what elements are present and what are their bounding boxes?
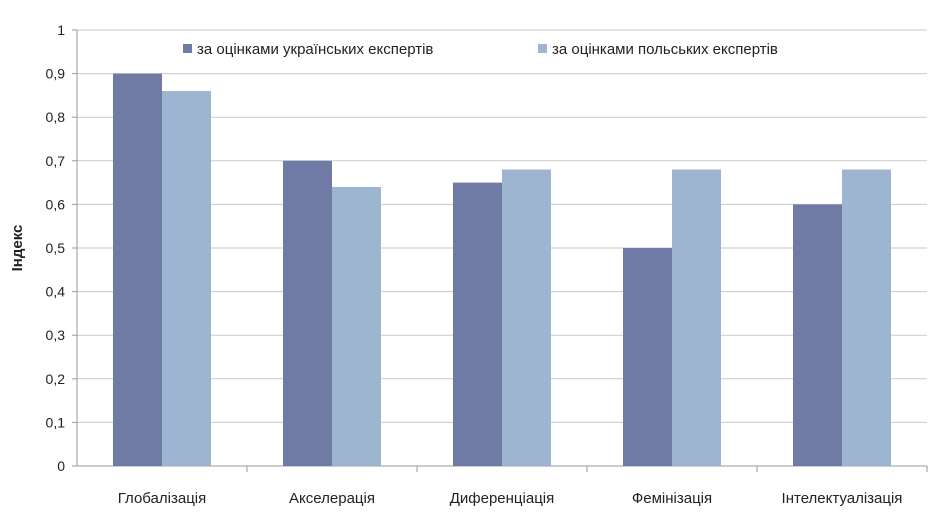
x-tick-label: Глобалізація [118,490,206,507]
y-tick-label: 0,2 [46,371,66,387]
bar-polish-5 [842,169,891,466]
x-tick-label: Диференціація [450,490,555,507]
y-axis-title: Індекс [9,225,26,272]
x-tick-label: Акселерація [289,490,375,507]
y-tick-label: 0,6 [46,196,66,212]
bar-ukrainian-4 [623,248,672,466]
bar-polish-3 [502,169,551,466]
y-tick-label: 0,4 [46,284,66,300]
x-tick-label: Фемінізація [632,490,712,507]
legend-item: за оцінками польських експертів [538,41,778,58]
bar-polish-2 [332,186,381,466]
x-tick-label: Інтелектуалізація [782,490,903,507]
bar-polish-1 [162,91,211,466]
bar-polish-4 [672,169,721,466]
y-tick-label: 0,8 [46,109,66,125]
bar-ukrainian-2 [283,160,332,467]
y-tick-label: 0,5 [46,240,66,256]
y-tick-label: 0 [57,458,65,474]
legend-label: за оцінками польських експертів [552,41,778,58]
legend-swatch [183,44,192,53]
legend-swatch [538,44,547,53]
y-axis-ticks: 0 0,1 0,2 0,3 0,4 0,5 0,6 0,7 0,8 0,9 1 [46,22,78,474]
legend-item: за оцінками українських експертів [183,41,433,58]
y-tick-label: 1 [57,22,65,38]
y-tick-label: 0,1 [46,414,66,430]
legend: за оцінками українських експертів за оцін… [183,41,778,58]
x-axis: Глобалізація Акселерація Диференціація Фемі… [118,466,928,507]
y-tick-label: 0,7 [46,153,66,169]
y-tick-label: 0,9 [46,66,66,82]
legend-label: за оцінками українських експертів [197,41,433,58]
bars [113,73,891,467]
bar-ukrainian-5 [793,204,842,466]
y-tick-label: 0,3 [46,327,66,343]
bar-ukrainian-1 [113,73,162,466]
bar-ukrainian-3 [453,182,502,466]
